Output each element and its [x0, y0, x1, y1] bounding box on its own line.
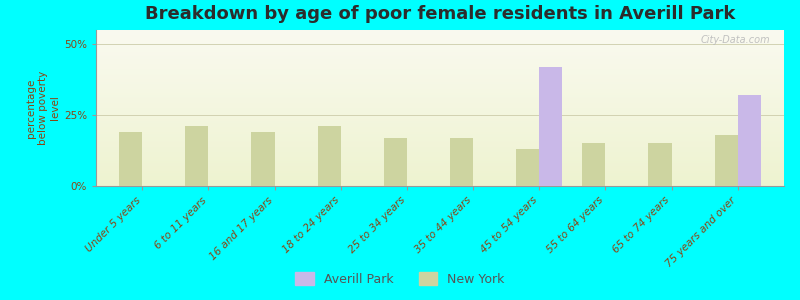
Bar: [648, 143, 671, 186]
Legend: Averill Park, New York: Averill Park, New York: [290, 267, 510, 291]
Bar: [450, 138, 473, 186]
Bar: [516, 149, 539, 186]
Bar: [539, 67, 562, 186]
Bar: [738, 95, 761, 186]
Y-axis label: percentage
below poverty
level: percentage below poverty level: [26, 71, 60, 145]
Bar: [186, 126, 209, 186]
Bar: [251, 132, 274, 186]
Title: Breakdown by age of poor female residents in Averill Park: Breakdown by age of poor female resident…: [145, 5, 735, 23]
Bar: [384, 138, 407, 186]
Bar: [582, 143, 606, 186]
Bar: [714, 135, 738, 186]
Text: City-Data.com: City-Data.com: [701, 35, 770, 45]
Bar: [318, 126, 341, 186]
Bar: [119, 132, 142, 186]
